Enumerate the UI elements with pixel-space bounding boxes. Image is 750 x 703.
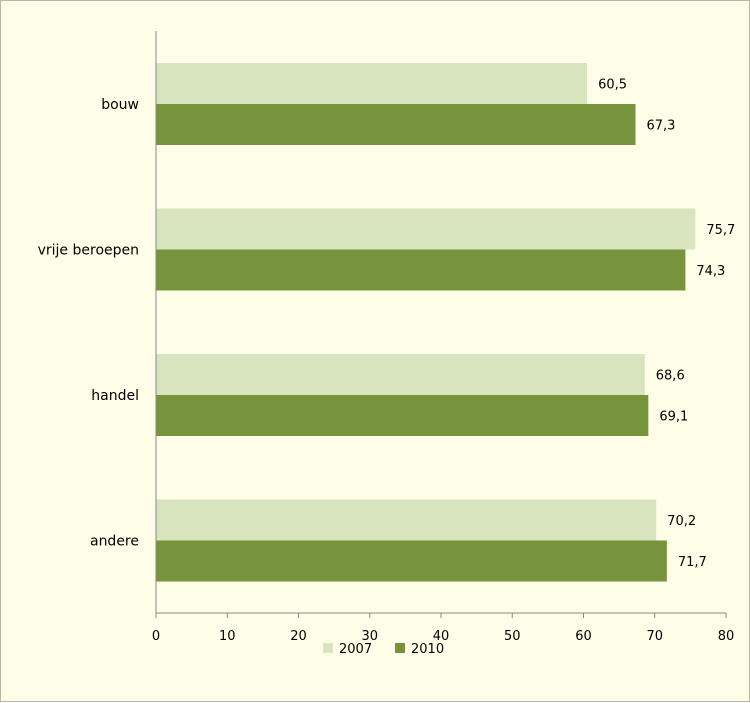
bar-2007-bouw: [156, 63, 588, 104]
x-tick-label-20: 20: [290, 629, 307, 644]
category-label-andere: andere: [90, 534, 139, 550]
x-tick-label-30: 30: [361, 629, 378, 644]
bar-2007-andere: [156, 499, 657, 541]
x-tick-label-50: 50: [504, 629, 521, 644]
data-label-2010-handel: 69,1: [659, 410, 688, 425]
x-tick-label-0: 0: [152, 629, 160, 644]
x-tick-label-10: 10: [219, 629, 236, 644]
x-tick-label-80: 80: [718, 629, 735, 644]
data-label-2007-vrije-beroepen: 75,7: [706, 223, 735, 238]
data-label-2010-vrije-beroepen: 74,3: [696, 264, 725, 279]
category-label-handel: handel: [91, 388, 139, 404]
bar-2007-vrije-beroepen: [156, 208, 696, 250]
bar-2010-bouw: [156, 104, 636, 145]
bar-2010-vrije-beroepen: [156, 249, 686, 291]
x-tick-label-70: 70: [646, 629, 663, 644]
category-label-vrije-beroepen: vrije beroepen: [38, 243, 139, 259]
x-tick-label-40: 40: [433, 629, 450, 644]
bar-2010-andere: [156, 540, 667, 582]
legend-label-2010: 2010: [411, 642, 444, 657]
data-label-2007-handel: 68,6: [656, 369, 685, 384]
legend-swatch-2010: [395, 643, 405, 653]
legend-swatch-2007: [323, 643, 333, 653]
bar-2010-handel: [156, 395, 649, 436]
data-label-2007-bouw: 60,5: [598, 78, 627, 93]
x-tick-label-60: 60: [575, 629, 592, 644]
category-label-bouw: bouw: [101, 97, 139, 113]
bar-2007-handel: [156, 354, 645, 395]
data-label-2010-andere: 71,7: [678, 555, 707, 570]
legend-label-2007: 2007: [339, 642, 372, 657]
data-label-2007-andere: 70,2: [667, 514, 696, 529]
data-label-2010-bouw: 67,3: [647, 119, 676, 134]
